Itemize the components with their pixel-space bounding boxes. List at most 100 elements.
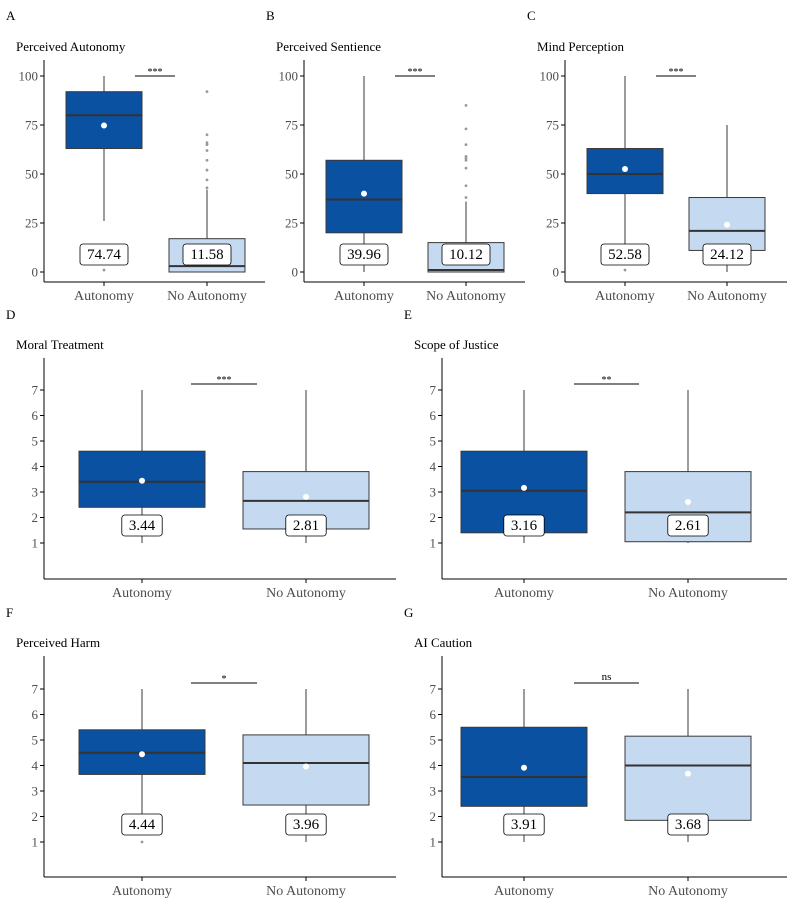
y-tick-label: 0 <box>32 265 39 280</box>
mean-label-text: 4.44 <box>129 817 156 833</box>
mean-label-text: 52.58 <box>608 247 642 263</box>
mean-point <box>303 763 309 770</box>
box-autonomy: 3.44 <box>78 390 206 543</box>
outlier-point <box>205 90 209 94</box>
y-tick-label: 25 <box>285 216 298 231</box>
box-no-autonomy: 2.61 <box>624 390 752 543</box>
chart-title: Perceived Sentience <box>276 39 381 54</box>
mean-point <box>685 498 691 505</box>
mean-label-box <box>339 243 389 266</box>
y-tick-label: 1 <box>430 536 437 551</box>
outlier-point <box>205 186 209 190</box>
y-tick-label: 3 <box>430 784 437 799</box>
box-autonomy: 3.16 <box>460 390 588 543</box>
x-tick-label: Autonomy <box>74 289 134 304</box>
y-tick-label: 50 <box>546 167 559 182</box>
y-tick-label: 5 <box>32 733 39 748</box>
mean-point <box>521 764 527 771</box>
y-tick-label: 100 <box>279 69 299 84</box>
box-no-autonomy: 3.96 <box>242 689 370 842</box>
x-tick-label: Autonomy <box>595 289 655 304</box>
outlier-point <box>464 184 468 188</box>
mean-label-text: 2.81 <box>293 518 319 534</box>
mean-label-text: 3.16 <box>511 518 538 534</box>
y-tick-label: 7 <box>430 383 437 398</box>
chart-title: Perceived Harm <box>16 635 100 650</box>
outlier-point <box>464 154 468 158</box>
mean-point <box>101 122 107 129</box>
outlier-point <box>205 141 209 145</box>
significance-label: *** <box>217 375 232 386</box>
outlier-point <box>140 840 144 844</box>
y-tick-label: 25 <box>546 216 559 231</box>
mean-label: 3.96 <box>285 813 327 836</box>
outlier-point <box>623 268 627 272</box>
x-tick-label: Autonomy <box>494 586 554 601</box>
mean-label-box <box>441 243 491 266</box>
outlier-point <box>205 178 209 182</box>
x-tick-label: Autonomy <box>334 289 394 304</box>
mean-label: 74.74 <box>79 243 129 266</box>
panel-letter: E <box>404 307 412 322</box>
mean-label-box <box>121 514 163 537</box>
mean-label: 3.16 <box>503 514 545 537</box>
box-iqr <box>242 734 370 806</box>
mean-label-box <box>503 813 545 836</box>
mean-point <box>361 190 367 197</box>
outlier-point <box>205 158 209 162</box>
outlier-point <box>464 166 468 170</box>
mean-label: 10.12 <box>441 243 491 266</box>
box-autonomy: 74.74 <box>65 76 143 272</box>
box-iqr <box>624 735 752 821</box>
y-tick-label: 2 <box>32 510 39 525</box>
mean-label-box <box>285 813 327 836</box>
y-tick-label: 1 <box>32 835 39 850</box>
y-tick-label: 4 <box>430 459 437 474</box>
panel-letter: C <box>527 8 536 23</box>
x-tick-label: Autonomy <box>112 884 172 899</box>
y-tick-label: 50 <box>25 167 38 182</box>
y-tick-label: 6 <box>32 707 39 722</box>
panel-c: C Mind Perception 0 25 50 75 100 Autonomy No Aut… <box>527 8 787 304</box>
x-tick-label: No Autonomy <box>648 586 728 601</box>
box-iqr <box>65 91 143 150</box>
mean-label-text: 10.12 <box>449 247 483 263</box>
y-tick-label: 3 <box>32 784 39 799</box>
y-tick-label: 75 <box>285 118 298 133</box>
panel-letter: G <box>404 605 413 620</box>
mean-label-box <box>600 243 650 266</box>
mean-label: 2.61 <box>667 514 709 537</box>
mean-label-text: 3.44 <box>129 518 156 534</box>
significance-label: *** <box>408 67 423 78</box>
outlier-point <box>205 143 209 147</box>
mean-label-text: 3.91 <box>511 817 537 833</box>
x-tick-label: No Autonomy <box>266 884 346 899</box>
mean-label-box <box>285 514 327 537</box>
y-tick-label: 7 <box>430 682 437 697</box>
y-tick-label: 5 <box>430 434 437 449</box>
x-tick-label: No Autonomy <box>266 586 346 601</box>
y-tick-label: 7 <box>32 682 39 697</box>
y-tick-label: 2 <box>32 809 39 824</box>
chart-title: Perceived Autonomy <box>16 39 126 54</box>
mean-label-box <box>121 813 163 836</box>
y-tick-label: 3 <box>430 485 437 500</box>
x-tick-label: Autonomy <box>494 884 554 899</box>
panel-g: GAI Caution 1 2 3 4 5 6 7 Autonomy No Autonomy 3.9… <box>404 605 787 899</box>
mean-label: 2.81 <box>285 514 327 537</box>
box-autonomy: 4.44 <box>78 689 206 844</box>
mean-label: 4.44 <box>121 813 163 836</box>
mean-label: 24.12 <box>702 243 752 266</box>
y-tick-label: 5 <box>32 434 39 449</box>
mean-label-text: 11.58 <box>190 247 223 263</box>
significance-label: * <box>222 674 227 685</box>
y-tick-label: 1 <box>430 835 437 850</box>
chart-title: AI Caution <box>414 635 473 650</box>
panel-letter: D <box>6 307 15 322</box>
outlier-point <box>205 168 209 172</box>
y-tick-label: 4 <box>32 459 39 474</box>
panel-b: B Perceived Sentience 0 25 50 75 100 Autonomy No… <box>266 8 525 304</box>
box-autonomy: 52.58 <box>586 76 664 272</box>
mean-label-text: 2.61 <box>675 518 701 534</box>
